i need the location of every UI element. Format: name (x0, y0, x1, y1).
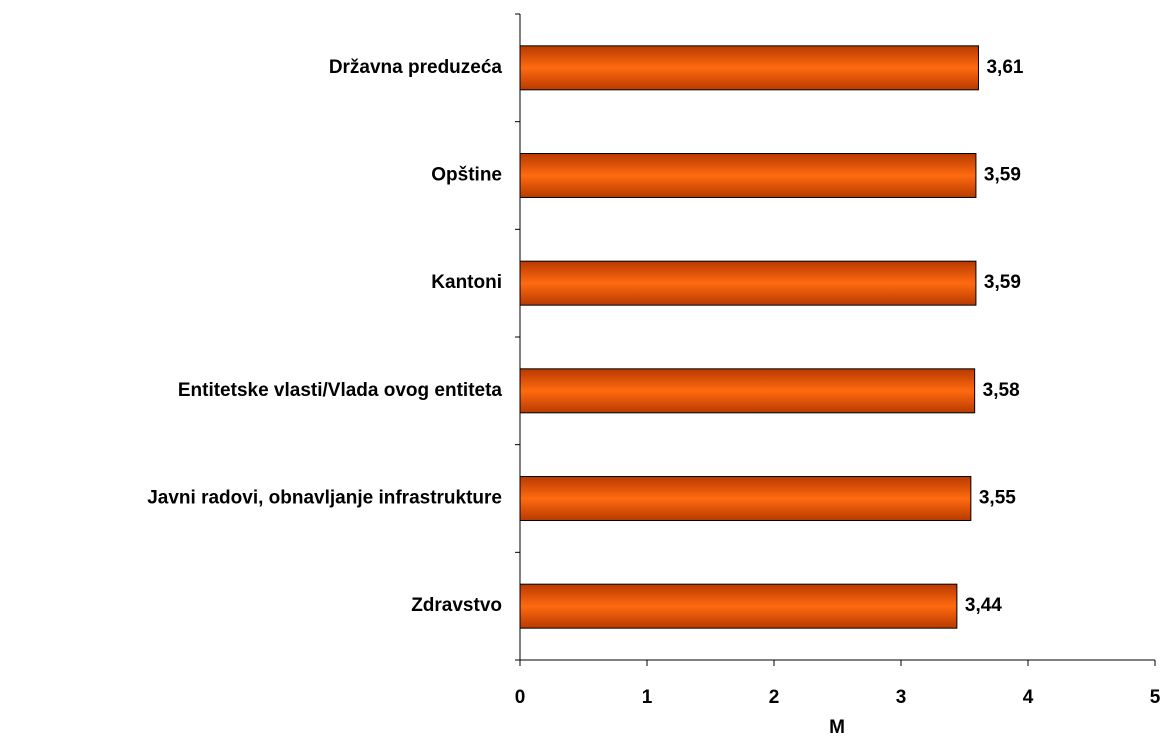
y-tick-label: Kantoni (431, 272, 502, 293)
data-label: 3,59 (984, 272, 1021, 293)
y-tick-label: Javni radovi, obnavljanje infrastrukture (147, 488, 502, 509)
x-tick-label: 0 (515, 687, 526, 708)
y-tick-label: Opštine (431, 165, 502, 186)
y-tick-label: Entitetske vlasti/Vlada ovog entiteta (178, 380, 503, 401)
bar (519, 476, 972, 521)
bar (519, 583, 958, 629)
data-label: 3,59 (984, 165, 1021, 186)
bar (519, 153, 977, 198)
data-label: 3,44 (965, 595, 1002, 616)
x-tick-label: 5 (1150, 687, 1161, 708)
x-tick-label: 3 (896, 687, 907, 708)
data-label: 3,61 (986, 57, 1023, 78)
x-tick-label: 1 (642, 687, 653, 708)
bar (519, 368, 976, 414)
y-tick-label: Zdravstvo (411, 595, 502, 616)
x-axis-label: M (829, 717, 845, 738)
x-tick-label: 2 (769, 687, 780, 708)
data-label: 3,58 (983, 380, 1020, 401)
bar (519, 45, 979, 91)
data-label: 3,55 (979, 488, 1016, 509)
x-tick-label: 4 (1023, 687, 1034, 708)
y-tick-label: Državna preduzeća (329, 57, 503, 78)
bar (519, 260, 977, 306)
